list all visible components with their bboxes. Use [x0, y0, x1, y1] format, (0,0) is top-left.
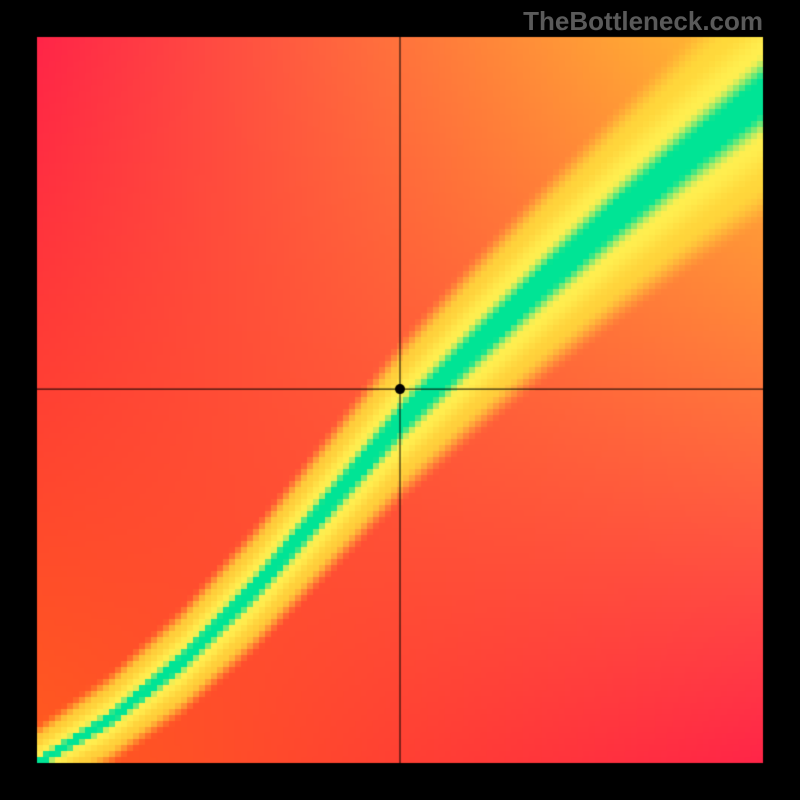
bottleneck-heatmap: [0, 0, 800, 800]
chart-container: TheBottleneck.com: [0, 0, 800, 800]
watermark-text: TheBottleneck.com: [523, 6, 763, 37]
